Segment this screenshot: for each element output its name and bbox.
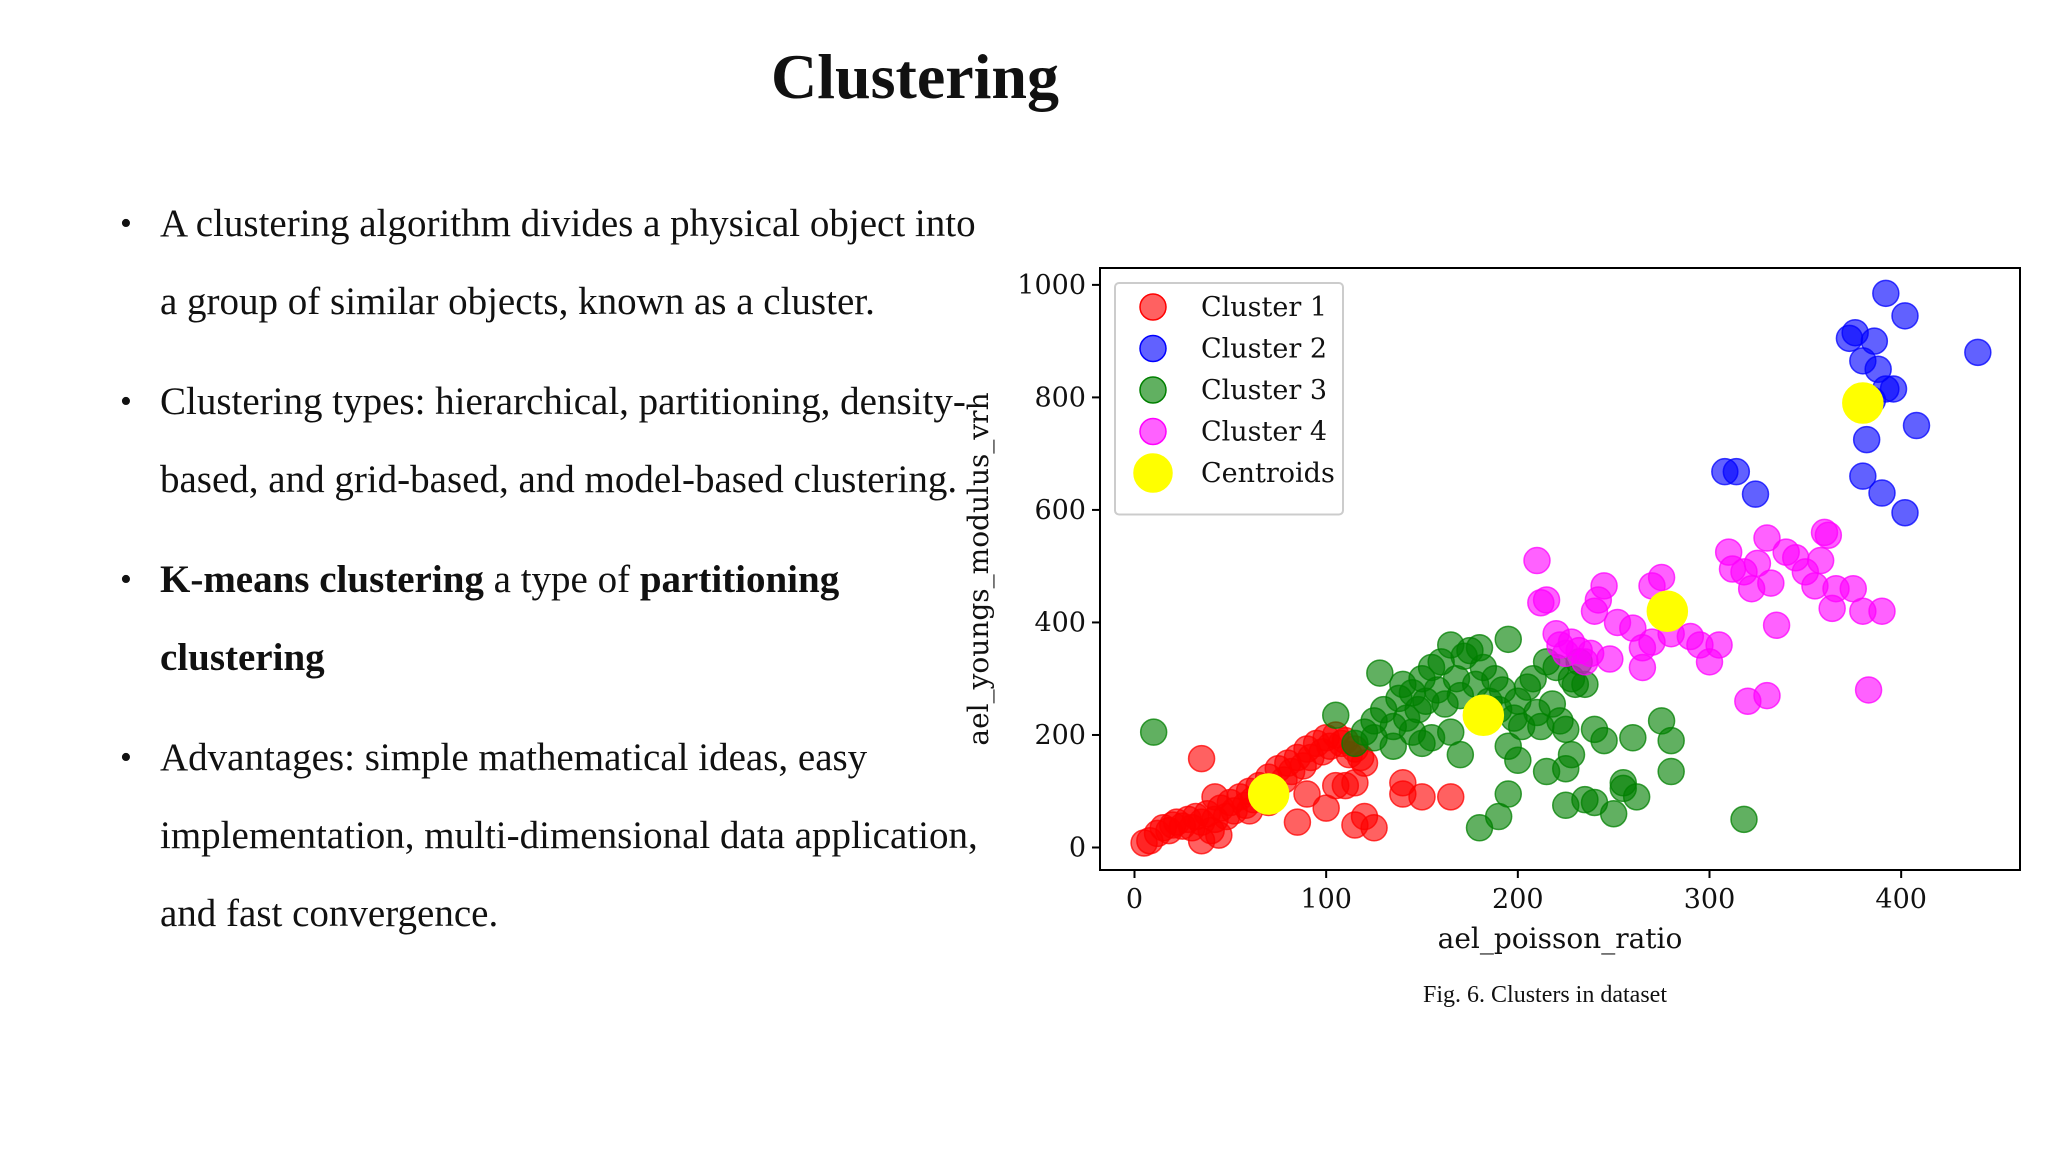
data-point [1465,814,1494,842]
data-point [1753,681,1781,710]
y-axis-label: ael_youngs_modulus_vrh [962,392,995,745]
bullet-bold-text: K-means clustering [160,558,484,601]
legend-label: Cluster 3 [1201,375,1327,406]
centroid-point [1462,694,1505,737]
legend-marker [1139,293,1167,321]
data-point [1437,783,1465,811]
bullet-item: A clustering algorithm divides a physica… [120,185,990,341]
data-point [1552,791,1580,820]
data-point [1283,808,1312,836]
data-point [1753,524,1781,552]
data-point [1590,572,1618,600]
x-axis-label: ael_poisson_ratio [1438,922,1683,955]
slide-title: Clustering [771,41,1059,112]
data-point [1187,744,1216,773]
y-tick-label: 1000 [1017,270,1086,301]
data-point [1852,425,1881,454]
data-point [1322,701,1350,730]
data-point [1609,774,1637,803]
bullet-text: Clustering types: hierarchical, partitio… [160,380,966,501]
data-point [1860,327,1889,355]
data-point [1891,302,1919,330]
data-point [1366,659,1394,687]
data-point [1814,521,1843,549]
data-point [1417,724,1446,752]
data-point [1741,480,1770,508]
data-point [1408,783,1436,811]
data-point [1360,814,1388,842]
data-point [1379,732,1407,760]
bullet-bold-text: partitioning clustering [160,558,840,679]
bullet-item: Advantages: simple mathematical ideas, e… [120,719,990,953]
centroid-point [1842,382,1884,424]
data-point [1868,597,1896,625]
legend-label: Cluster 1 [1201,292,1327,323]
data-point [1523,546,1551,575]
legend-box [1114,282,1344,516]
data-point [1139,718,1168,746]
bullet-item: Clustering types: hierarchical, partitio… [120,363,990,519]
data-point [1552,715,1580,744]
y-tick-label: 0 [1069,832,1086,863]
data-point [1902,411,1931,440]
data-point [1806,546,1835,575]
y-tick-label: 400 [1034,607,1086,638]
x-tick-label: 0 [1126,884,1143,915]
x-tick-label: 400 [1875,884,1927,915]
legend-label: Cluster 4 [1201,417,1327,448]
data-point [1293,780,1321,808]
data-point [1722,457,1751,486]
data-point [1743,549,1772,578]
data-point [1619,724,1647,752]
data-point [1201,783,1229,811]
legend-marker [1139,417,1167,446]
data-point [1657,726,1685,755]
bullet-text: a type of [483,558,640,601]
data-point [1872,279,1900,308]
data-point [1891,498,1919,527]
legend-marker [1139,334,1167,363]
data-point [1590,726,1618,755]
bullet-text: Advantages: simple mathematical ideas, e… [160,736,978,935]
data-point [1854,676,1883,704]
legend-marker [1139,376,1167,404]
data-point [1868,479,1896,507]
data-point [1757,569,1785,597]
data-point [1341,769,1369,797]
data-point [1596,645,1624,673]
legend-label: Cluster 2 [1201,334,1327,365]
legend-marker [1133,453,1173,493]
data-point [1879,375,1908,403]
data-point [1762,611,1791,640]
centroid-point [1646,590,1689,632]
data-point [1557,740,1586,769]
data-point [1849,462,1877,490]
data-point [1494,625,1522,654]
bullet-item: K-means clustering a type of partitionin… [120,541,990,697]
data-point [1532,586,1561,614]
y-tick-label: 800 [1034,382,1086,413]
bullet-list: A clustering algorithm divides a physica… [120,185,990,975]
data-point [1504,746,1532,775]
figure-caption: Fig. 6. Clusters in dataset [1423,982,1667,1008]
x-tick-label: 200 [1492,884,1544,915]
data-point [1628,653,1657,682]
x-tick-label: 300 [1684,884,1736,915]
x-tick-label: 100 [1300,884,1352,915]
scatter-chart: 0 100 200 300 400 0 200 400 600 800 1000 ael_poisso… [962,267,2021,955]
bullet-text: A clustering algorithm divides a physica… [160,202,976,323]
data-point [1657,757,1685,786]
data-point [1705,631,1733,659]
data-point [1730,805,1758,834]
legend-label: Centroids [1201,458,1335,489]
y-tick-label: 200 [1034,720,1086,751]
data-point [1647,563,1676,592]
centroid-point [1247,773,1290,815]
data-point [1964,338,1992,367]
y-tick-label: 600 [1034,495,1086,526]
data-point [1599,799,1628,828]
